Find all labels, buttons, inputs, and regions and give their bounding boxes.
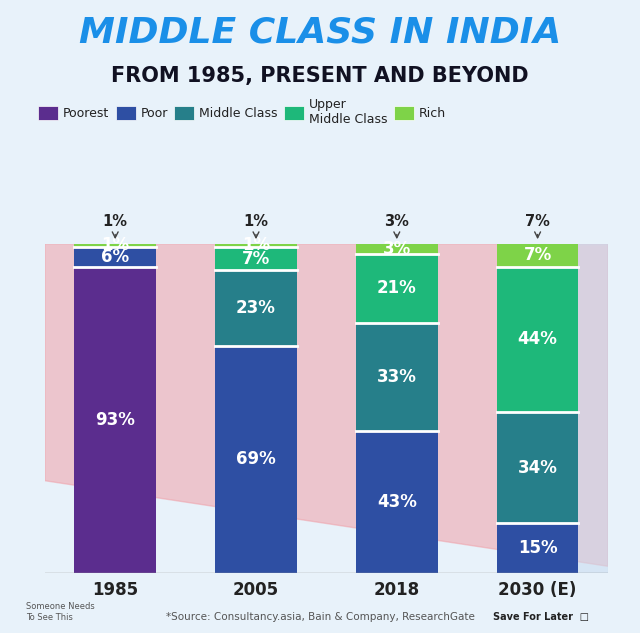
Text: 43%: 43%	[377, 493, 417, 511]
Bar	[497, 523, 579, 573]
Text: 7%: 7%	[242, 249, 270, 268]
Bar	[74, 266, 156, 573]
Bar	[215, 346, 297, 573]
Text: 7%: 7%	[525, 214, 550, 238]
Text: 93%: 93%	[95, 411, 135, 429]
Bar	[356, 431, 438, 573]
Text: 44%: 44%	[518, 330, 557, 348]
Text: 6%: 6%	[101, 248, 129, 266]
Bar	[356, 323, 438, 431]
Text: 1%: 1%	[242, 236, 270, 254]
Polygon shape	[45, 244, 608, 567]
Text: Save For Later  □: Save For Later □	[493, 611, 589, 622]
Text: 15%: 15%	[518, 539, 557, 557]
Text: 1%: 1%	[101, 236, 129, 254]
Text: 69%: 69%	[236, 450, 276, 468]
Polygon shape	[509, 244, 608, 573]
Text: 23%: 23%	[236, 299, 276, 317]
Bar	[215, 247, 297, 270]
Text: 3%: 3%	[385, 214, 409, 238]
Text: 34%: 34%	[518, 458, 557, 477]
Bar	[215, 270, 297, 346]
Bar	[74, 244, 156, 247]
Text: 1%: 1%	[102, 214, 128, 238]
Bar	[74, 247, 156, 266]
Bar	[497, 411, 579, 523]
Text: Someone Needs
To See This: Someone Needs To See This	[26, 602, 94, 622]
Text: 33%: 33%	[377, 368, 417, 386]
Bar	[215, 244, 297, 247]
Legend: Poorest, Poor, Middle Class, Upper
Middle Class, Rich: Poorest, Poor, Middle Class, Upper Middl…	[38, 98, 446, 126]
Text: 7%: 7%	[524, 246, 552, 264]
Text: MIDDLE CLASS IN INDIA: MIDDLE CLASS IN INDIA	[79, 16, 561, 50]
Bar	[356, 254, 438, 323]
Text: *Source: Consultancy.asia, Bain & Company, ResearchGate: *Source: Consultancy.asia, Bain & Compan…	[166, 611, 474, 622]
Bar	[356, 244, 438, 254]
Text: 21%: 21%	[377, 279, 417, 297]
Text: 3%: 3%	[383, 240, 411, 258]
Text: FROM 1985, PRESENT AND BEYOND: FROM 1985, PRESENT AND BEYOND	[111, 66, 529, 87]
Bar	[497, 244, 579, 266]
Bar	[497, 266, 579, 411]
Text: 1%: 1%	[243, 214, 269, 238]
